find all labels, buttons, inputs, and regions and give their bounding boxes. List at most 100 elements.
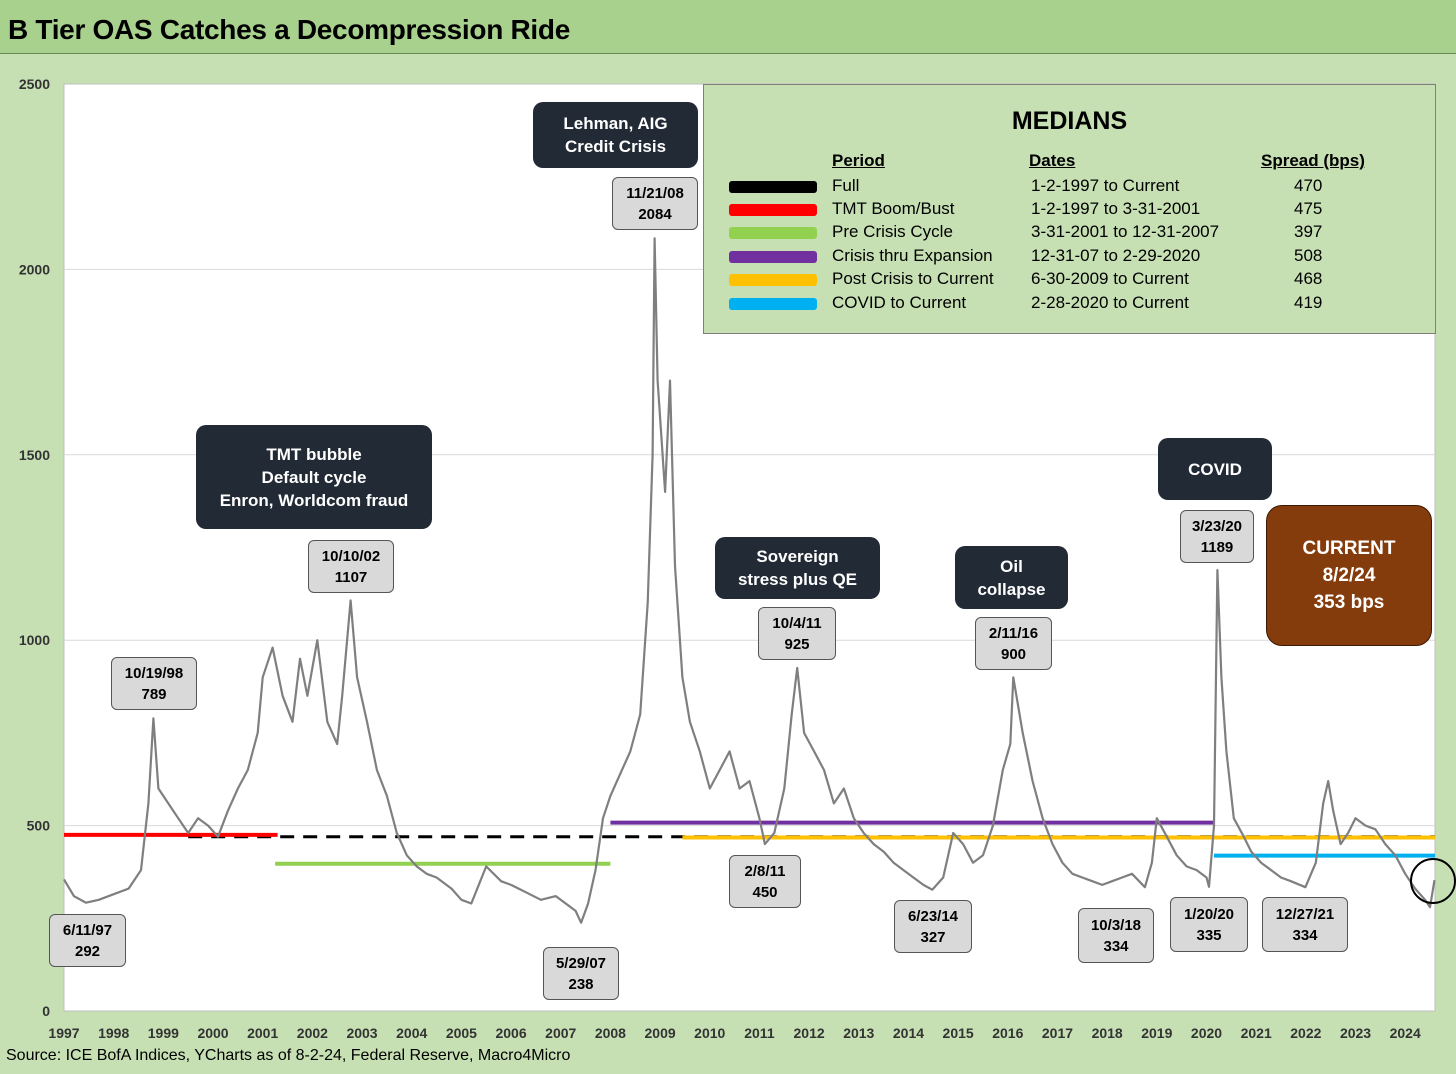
current-value-box: CURRENT 8/2/24 353 bps [1266,505,1432,646]
legend-row-full: Full 1-2-1997 to Current 470 [704,176,1435,198]
event-text: Enron, Worldcom fraud [219,490,409,510]
legend-period: Post Crisis to Current [832,269,994,288]
series-lines [63,237,1436,924]
legend-period: Crisis thru Expansion [832,246,993,265]
legend-row-post-crisis: Post Crisis to Current 6-30-2009 to Curr… [704,269,1435,291]
x-tick-label: 2024 [1390,1025,1421,1041]
x-tick-label: 1997 [48,1025,79,1041]
x-tick-label: 2013 [843,1025,874,1041]
x-tick-label: 2018 [1092,1025,1123,1041]
current-label: CURRENT [1302,538,1396,559]
legend-swatch-full [729,181,817,193]
event-text: Oil [1000,556,1023,576]
x-tick-label: 2001 [247,1025,278,1041]
legend-dates: 3-31-2001 to 12-31-2007 [1031,222,1220,241]
x-tick-label: 2017 [1042,1025,1073,1041]
x-tick-label: 2019 [1141,1025,1172,1041]
callout-low-2018: 10/3/18 334 [1078,908,1154,963]
callout-value: 2084 [638,205,672,223]
x-tick-label: 2015 [943,1025,974,1041]
legend-swatch-tmt [729,204,817,216]
legend-header-spread: Spread (bps) [1261,151,1365,170]
callout-value: 334 [1103,937,1129,955]
legend-row-pre-crisis: Pre Crisis Cycle 3-31-2001 to 12-31-2007… [704,222,1435,244]
y-tick-label: 0 [42,1003,50,1019]
event-text: Credit Crisis [564,137,667,156]
callout-low-2007: 5/29/07 238 [543,947,619,1000]
event-box-lehman: Lehman, AIG Credit Crisis [533,102,698,168]
legend-row-tmt: TMT Boom/Bust 1-2-1997 to 3-31-2001 475 [704,199,1435,221]
x-tick-label: 2022 [1290,1025,1321,1041]
x-tick-label: 1999 [148,1025,179,1041]
x-tick-label: 2006 [495,1025,526,1041]
legend-spread: 397 [1294,222,1323,241]
callout-low-2011: 2/8/11 450 [729,855,801,908]
x-tick-label: 2021 [1241,1025,1272,1041]
legend-swatch-covid [729,298,817,310]
callout-date: 2/8/11 [744,862,786,880]
y-axis-labels: 0 500 1000 1500 2000 2500 [19,76,50,1019]
event-text: COVID [1188,459,1242,479]
x-tick-label: 2007 [545,1025,576,1041]
callout-low-2014: 6/23/14 327 [894,900,972,953]
event-text: Sovereign [756,547,839,566]
callout-date: 11/21/08 [626,184,684,202]
legend-swatch-post-crisis [729,274,817,286]
callout-date: 6/23/14 [907,907,959,925]
callout-date: 12/27/21 [1275,905,1335,923]
legend-spread: 475 [1294,199,1323,218]
legend-dates: 6-30-2009 to Current [1031,269,1189,288]
legend-title: MEDIANS [1011,107,1128,135]
legend-row-covid: COVID to Current 2-28-2020 to Current 41… [704,293,1435,315]
callout-date: 1/20/20 [1183,905,1235,923]
current-marker-circle [1410,858,1456,904]
legend-spread: 468 [1294,269,1323,288]
x-tick-label: 2000 [197,1025,228,1041]
legend-period: Pre Crisis Cycle [832,222,953,241]
callout-date: 3/23/20 [1191,517,1243,535]
event-box-covid: COVID [1158,438,1272,500]
callout-low-2020: 1/20/20 335 [1170,897,1248,952]
callout-low-1997: 6/11/97 292 [49,914,126,967]
callout-date: 10/19/98 [124,664,184,682]
legend-dates: 1-2-1997 to 3-31-2001 [1031,199,1201,218]
x-tick-label: 2004 [396,1025,427,1041]
callout-peak-1998: 10/19/98 789 [111,657,197,710]
legend-dates: 1-2-1997 to Current [1031,176,1180,195]
legend-header-period: Period [832,151,885,170]
callout-value: 327 [920,928,946,946]
x-tick-label: 2011 [744,1025,775,1041]
callout-value: 292 [74,942,101,960]
current-date: 8/2/24 [1322,565,1376,586]
event-text: collapse [977,579,1046,599]
callout-date: 2/11/16 [988,624,1039,642]
x-tick-label: 1998 [98,1025,129,1041]
callout-date: 5/29/07 [555,954,607,972]
event-text: Default cycle [261,467,367,487]
callout-value: 1189 [1200,538,1234,556]
legend-dates: 2-28-2020 to Current [1031,293,1189,312]
series-line-b-oas [63,237,1436,924]
title-bar: B Tier OAS Catches a Decompression Ride [0,0,1456,54]
callout-date: 10/3/18 [1090,916,1142,934]
callout-value: 789 [141,685,167,703]
callout-value: 1107 [334,568,368,586]
legend-period: TMT Boom/Bust [832,199,955,218]
x-axis-labels: 1997 1998 1999 2000 2001 2002 2003 2004 2005 2006… [48,1025,1421,1041]
legend-swatch-pre-crisis [729,227,817,239]
x-tick-label: 2005 [446,1025,477,1041]
x-tick-label: 2010 [694,1025,725,1041]
callout-low-2021: 12/27/21 334 [1262,897,1348,952]
x-tick-label: 2023 [1340,1025,1371,1041]
event-box-oil: Oil collapse [955,546,1068,609]
legend-header-dates: Dates [1029,151,1076,170]
legend-period: Full [832,176,860,195]
callout-peak-2020: 3/23/20 1189 [1180,510,1254,563]
x-tick-label: 2008 [595,1025,626,1041]
x-tick-label: 2002 [297,1025,328,1041]
event-text: stress plus QE [737,570,858,589]
x-tick-label: 2009 [645,1025,676,1041]
callout-peak-2011: 10/4/11 925 [758,607,836,660]
callout-date: 6/11/97 [62,921,113,939]
x-tick-label: 2012 [794,1025,825,1041]
